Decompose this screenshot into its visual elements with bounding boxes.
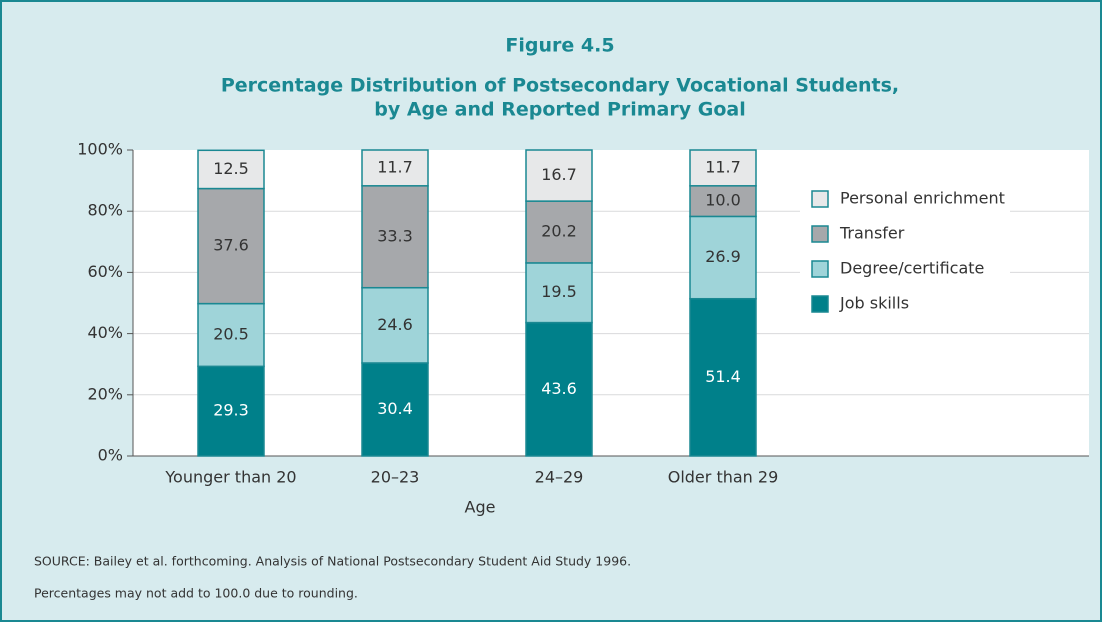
data-label: 19.5 [541, 282, 577, 301]
y-tick-label: 100% [77, 140, 123, 159]
y-tick-label: 40% [87, 323, 123, 342]
data-label: 51.4 [705, 367, 741, 386]
legend-label: Transfer [839, 224, 905, 243]
bar-segment [361, 149, 429, 187]
bar-segment [197, 187, 265, 305]
chart-subtitle: Percentage Distribution of Postsecondary… [221, 75, 899, 97]
chart-title: Figure 4.5 [505, 35, 614, 57]
x-axis-label: Age [465, 498, 496, 517]
legend-swatch [811, 295, 829, 313]
bar-segment [525, 321, 593, 457]
bar-segment [197, 149, 265, 190]
data-label: 29.3 [213, 401, 249, 420]
bar-segment [689, 297, 757, 457]
legend-label: Degree/certificate [840, 259, 984, 278]
legend-label: Job skills [839, 294, 909, 313]
bar-segment [361, 185, 429, 289]
note: SOURCE: Bailey et al. forthcoming. Analy… [34, 554, 631, 569]
bar-segment [525, 262, 593, 324]
data-label: 16.7 [541, 165, 577, 184]
y-tick-label: 80% [87, 201, 123, 220]
y-tick-label: 20% [87, 384, 123, 403]
data-label: 10.0 [705, 191, 741, 210]
bar-segment [689, 215, 757, 300]
y-tick-label: 60% [87, 262, 123, 281]
x-tick-label: 24–29 [535, 468, 584, 487]
bar-segment [525, 200, 593, 264]
legend-swatch [811, 260, 829, 278]
bar-segment [197, 365, 265, 457]
data-label: 11.7 [705, 157, 741, 176]
x-tick-label: Younger than 20 [164, 468, 296, 487]
data-label: 43.6 [541, 379, 577, 398]
data-label: 26.9 [705, 247, 741, 266]
legend-label: Personal enrichment [840, 189, 1005, 208]
bar-segment [689, 149, 757, 187]
data-label: 33.3 [377, 226, 413, 245]
bar-segment [525, 149, 593, 202]
bar-segment [689, 185, 757, 218]
legend-swatch [811, 225, 829, 243]
bar-segment [361, 362, 429, 457]
data-label: 20.5 [213, 324, 249, 343]
note: Percentages may not add to 100.0 due to … [34, 586, 358, 601]
legend-box [800, 184, 1010, 320]
y-tick-label: 0% [98, 446, 123, 465]
chart-subtitle: by Age and Reported Primary Goal [374, 99, 745, 121]
x-tick-label: Older than 29 [668, 468, 779, 487]
data-label: 11.7 [377, 157, 413, 176]
bar-segment [197, 302, 265, 368]
legend-swatch [811, 190, 829, 208]
data-label: 20.2 [541, 222, 577, 241]
data-label: 37.6 [213, 236, 249, 255]
x-tick-label: 20–23 [371, 468, 420, 487]
data-label: 24.6 [377, 315, 413, 334]
data-label: 12.5 [213, 159, 249, 178]
data-label: 30.4 [377, 399, 413, 418]
